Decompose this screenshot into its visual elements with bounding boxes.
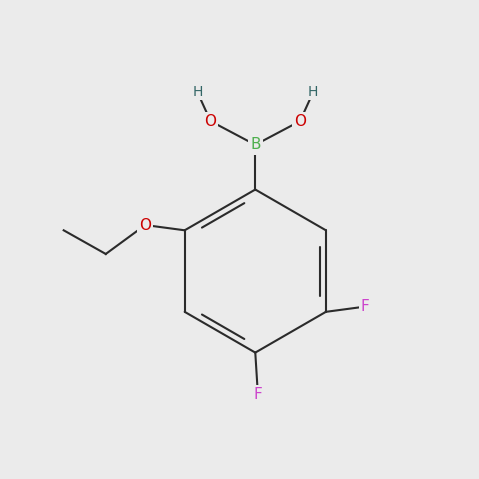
Text: O: O <box>139 217 151 232</box>
Text: F: F <box>361 299 370 314</box>
Text: O: O <box>294 114 306 129</box>
Text: H: H <box>308 85 319 99</box>
Text: O: O <box>205 114 217 129</box>
Text: B: B <box>250 137 261 152</box>
Text: F: F <box>253 387 262 402</box>
Text: H: H <box>192 85 203 99</box>
